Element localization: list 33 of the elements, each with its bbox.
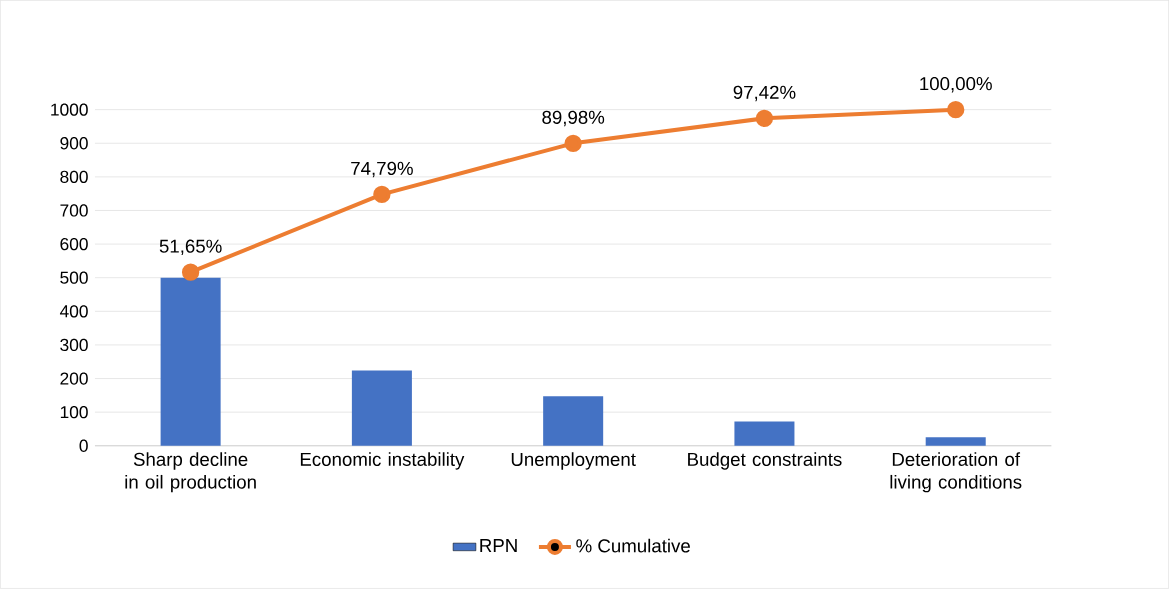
y-tick-label: 500 — [60, 271, 88, 284]
data-label: 89,98% — [542, 110, 605, 127]
legend-label: % Cumulative — [576, 538, 690, 553]
y-tick-label: 0 — [79, 439, 88, 453]
data-label: 100,00% — [920, 77, 992, 93]
data-label: 74,79% — [351, 161, 413, 178]
x-tick-label: Sharp decline in oil production — [125, 452, 256, 493]
y-tick-label: 600 — [60, 238, 88, 251]
x-tick-label: Economic instability — [300, 452, 465, 470]
y-tick-label: 300 — [60, 338, 88, 352]
y-tick-label: 400 — [59, 305, 88, 318]
y-tick-label: 700 — [60, 204, 88, 217]
point — [181, 263, 200, 281]
bar — [351, 370, 412, 446]
y-tick-label: 900 — [60, 137, 88, 150]
x-tick-label: Unemployment — [511, 452, 636, 470]
bar — [925, 437, 986, 446]
x-tick-label: Budget constraints — [688, 452, 842, 470]
bar — [160, 277, 221, 446]
x-tick-label: Deterioration of living conditions — [890, 452, 1022, 493]
y-tick-label: 1000 — [51, 103, 88, 116]
data-label: 51,65% — [159, 239, 222, 256]
legend-label: RPN — [480, 539, 517, 553]
point — [373, 185, 391, 204]
y-tick-label: 800 — [60, 170, 88, 184]
y-tick-label: 100 — [60, 406, 88, 419]
point — [564, 134, 582, 153]
point — [755, 109, 774, 128]
y-tick-label: 200 — [60, 372, 88, 385]
bar — [543, 396, 604, 446]
bar — [734, 421, 795, 446]
point — [947, 101, 965, 119]
data-label: 97,42% — [733, 85, 796, 102]
